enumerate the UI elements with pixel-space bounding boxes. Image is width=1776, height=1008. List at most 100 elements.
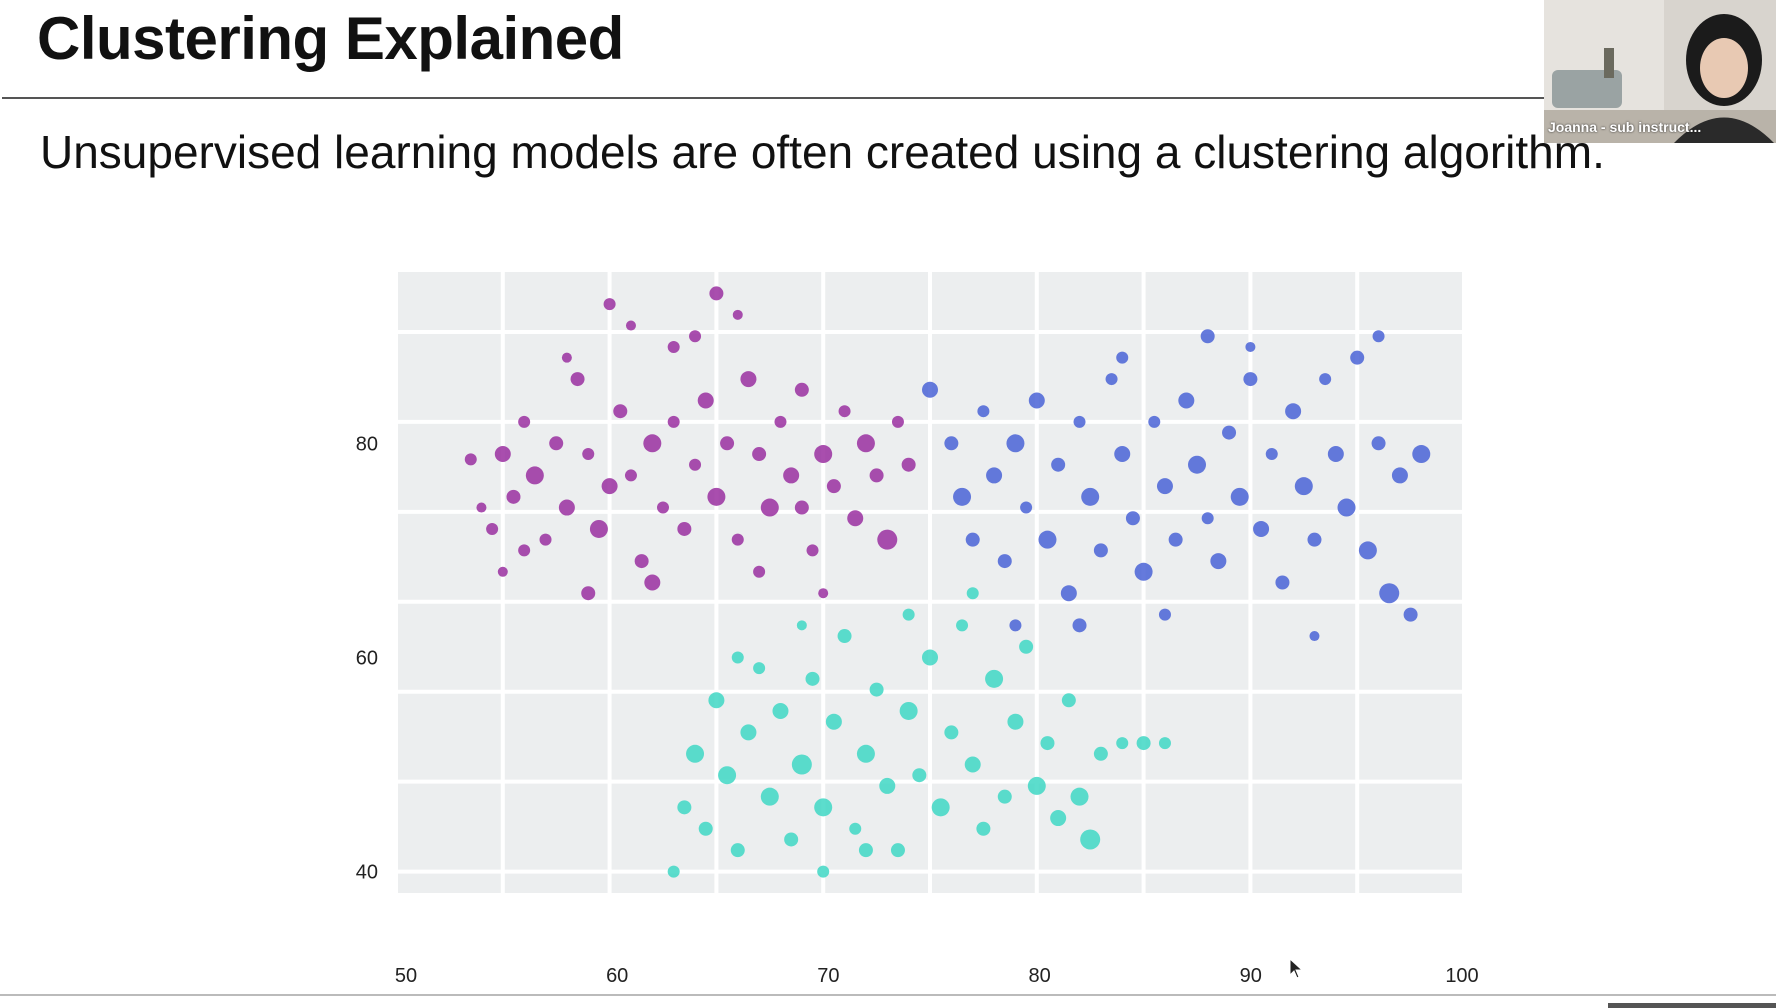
data-point [1358,541,1377,560]
data-point [858,843,873,858]
data-point [603,298,616,311]
data-point [931,798,950,817]
bottom-divider [0,994,1776,996]
data-point [760,787,779,806]
data-point [634,554,649,569]
data-point [1178,392,1195,409]
data-point [667,415,680,428]
webcam-participant-label: Joanna - sub instruct... [1548,119,1702,135]
slide-subtitle: Unsupervised learning models are often c… [40,126,1605,178]
data-point [752,447,767,462]
data-point [791,754,812,775]
data-point [1253,520,1270,537]
data-point [1116,737,1129,750]
data-point [558,499,575,516]
data-point [837,629,852,644]
data-point [869,468,884,483]
data-point [944,436,959,451]
data-point [1243,372,1258,387]
data-point [1060,585,1077,602]
data-point [1158,737,1171,750]
data-point [826,479,841,494]
data-point [877,529,898,550]
data-point [1136,736,1151,751]
data-point [1125,511,1140,526]
data-point [497,566,508,577]
data-point [760,498,779,517]
data-point [1070,787,1089,806]
data-point [772,702,789,719]
data-point [753,565,766,578]
data-point [1114,446,1131,463]
data-point [849,822,862,835]
data-point [561,352,572,363]
data-point [1073,415,1086,428]
data-point [817,865,830,878]
data-point [997,554,1012,569]
data-point [657,501,669,514]
data-point [1009,619,1022,632]
data-point [1372,330,1385,343]
data-point [976,821,991,836]
data-point [1309,631,1320,642]
data-point [1371,436,1386,451]
data-point [624,469,637,482]
slide-title: Clustering Explained [37,5,624,72]
data-point [847,510,864,527]
data-point [697,392,714,409]
data-point [956,619,969,632]
data-point [783,467,800,484]
data-point [1285,403,1302,420]
data-point [581,586,596,601]
data-point [643,434,662,453]
data-point [667,340,680,353]
data-point [1028,392,1045,409]
data-point [589,519,608,538]
data-point [1245,341,1256,352]
x-axis-ticks: 50 60 70 80 90 100 [395,965,1479,987]
data-point [486,522,499,535]
x-tick-label: 80 [1028,965,1050,987]
data-point [1148,415,1161,428]
data-point [1337,498,1356,517]
data-point [740,371,757,388]
data-point [720,436,735,451]
data-point [718,766,737,785]
data-point [794,382,809,397]
data-point [966,587,979,600]
data-point [1105,373,1118,386]
data-point [1265,448,1278,461]
data-point [1020,501,1033,514]
data-point [518,415,531,428]
data-point [1116,351,1129,364]
data-points [464,286,1431,878]
data-point [1327,446,1344,463]
data-point [1080,829,1101,850]
data-point [1093,543,1108,558]
y-tick-label: 40 [356,862,378,884]
data-point [944,725,959,740]
y-tick-label: 80 [356,433,378,455]
data-point [1072,618,1087,633]
data-point [644,574,661,591]
data-point [794,500,809,515]
data-point [965,532,980,547]
data-point [582,448,595,461]
data-point [506,489,521,504]
data-point [1007,713,1024,730]
data-point [753,662,766,675]
data-point [825,713,842,730]
data-point [698,821,713,836]
data-point [1200,329,1215,344]
data-point [709,286,724,301]
data-point [838,405,851,418]
mouse-cursor-icon [1289,958,1304,979]
data-point [964,756,981,773]
webcam-thumbnail[interactable]: Joanna - sub instruct... [1544,0,1776,143]
data-point [899,701,918,720]
x-tick-label: 90 [1240,965,1262,987]
data-point [814,445,833,464]
data-point [796,620,807,631]
data-point [805,671,820,686]
data-point [625,320,636,331]
